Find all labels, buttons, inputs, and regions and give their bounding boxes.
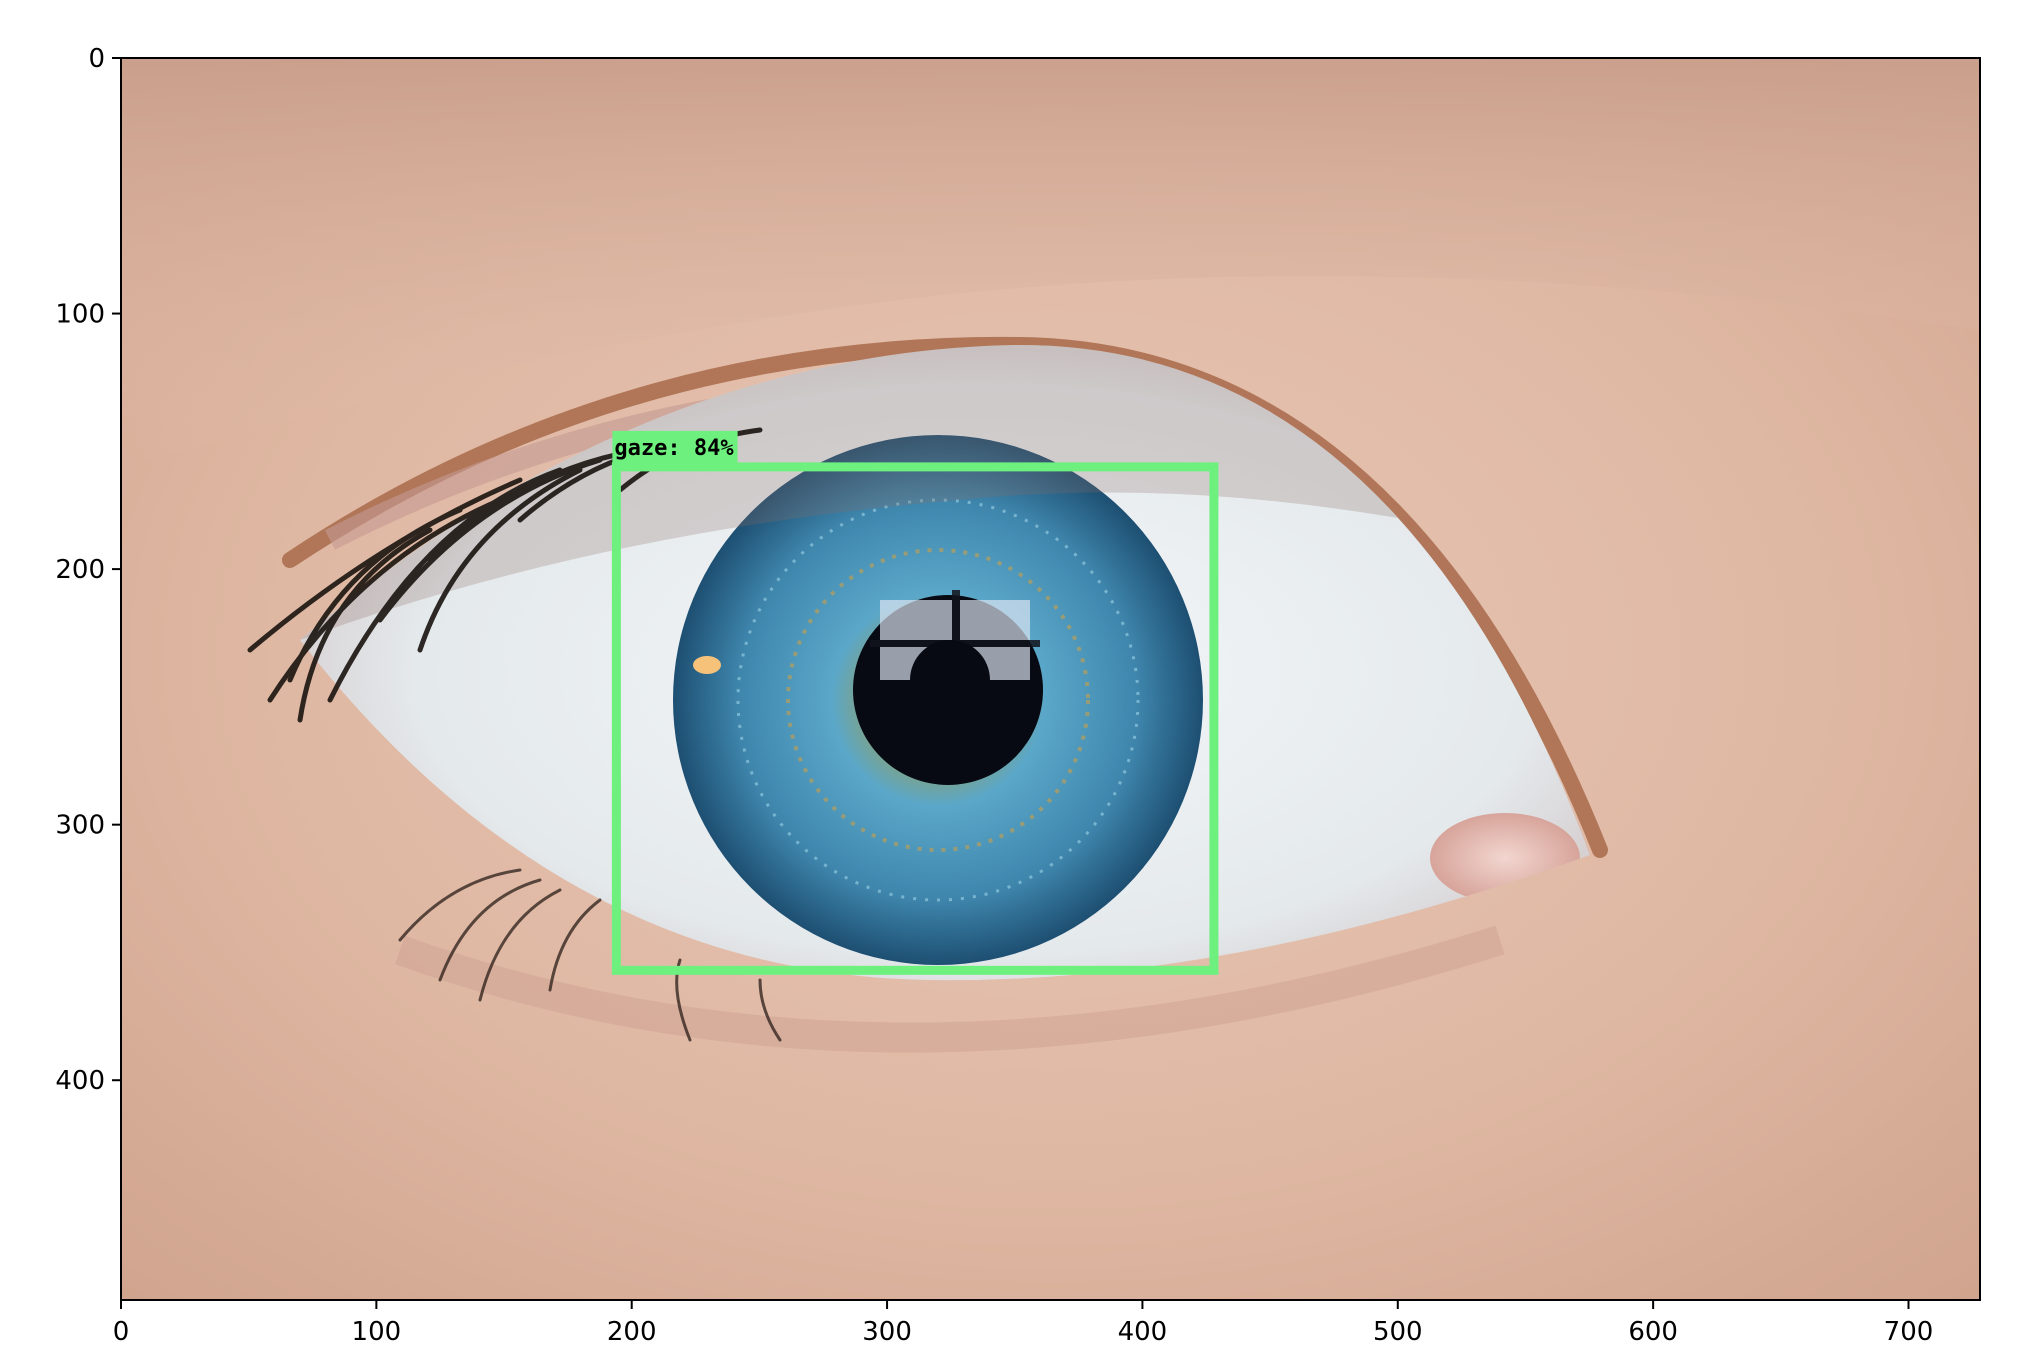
plot-frame (120, 57, 1981, 1301)
x-tick-label: 500 (1373, 1317, 1423, 1347)
x-tick-label: 200 (607, 1317, 657, 1347)
detection-overlay: gaze: 84% (611, 430, 1219, 975)
y-tick-label: 300 (55, 811, 105, 841)
x-tick-label: 700 (1884, 1317, 1934, 1347)
x-tick-label: 0 (113, 1317, 130, 1347)
x-tick-label: 100 (352, 1317, 402, 1347)
x-axis-ticks: 0 100 200 300 400 500 600 700 (113, 1300, 1934, 1347)
y-tick-label: 400 (55, 1066, 105, 1096)
x-tick-label: 600 (1628, 1317, 1678, 1347)
y-tick-label: 0 (88, 44, 105, 74)
y-axis-ticks: 0 100 200 300 400 (55, 44, 121, 1096)
x-tick-label: 300 (862, 1317, 912, 1347)
detection-label: gaze: 84% (614, 436, 734, 461)
y-tick-label: 100 (55, 300, 105, 330)
detection-box (611, 462, 1219, 975)
y-tick-label: 200 (55, 555, 105, 585)
detection-label-background (612, 430, 738, 463)
x-tick-label: 400 (1118, 1317, 1168, 1347)
eye-photo (121, 58, 1980, 1300)
